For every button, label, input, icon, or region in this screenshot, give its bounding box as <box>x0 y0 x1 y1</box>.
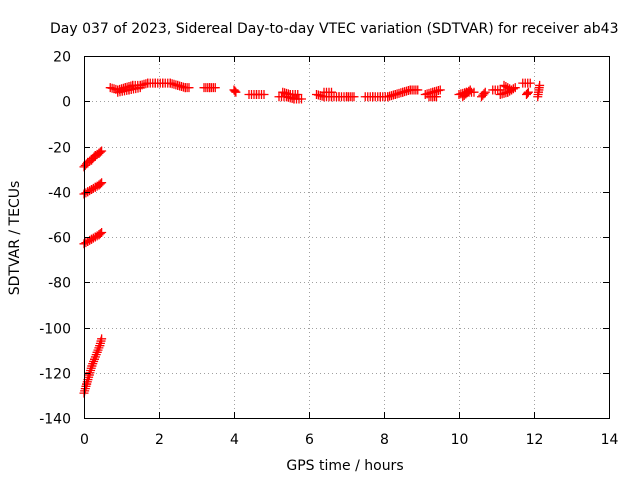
data-point <box>87 361 97 371</box>
x-tick-label: 10 <box>451 432 469 448</box>
data-point <box>87 184 96 194</box>
data-point <box>90 354 99 364</box>
data-point <box>327 87 336 97</box>
data-point <box>95 229 105 239</box>
x-tick-label: 0 <box>80 432 89 448</box>
data-point <box>522 89 531 99</box>
data-point <box>86 363 96 373</box>
data-point <box>535 80 545 90</box>
y-tick-label: -120 <box>39 367 71 383</box>
data-point <box>90 352 100 362</box>
data-point <box>97 146 107 156</box>
x-tick-label: 2 <box>155 432 164 448</box>
data-point <box>84 370 94 380</box>
data-point <box>97 227 107 237</box>
y-tick-label: -80 <box>48 276 71 292</box>
chart-title: Day 037 of 2023, Sidereal Day-to-day VTE… <box>50 21 619 37</box>
data-point <box>297 94 306 104</box>
data-point <box>88 359 98 369</box>
data-point <box>89 356 99 366</box>
data-point <box>435 85 445 95</box>
data-point <box>349 92 359 102</box>
x-axis-label: GPS time / hours <box>286 458 403 474</box>
data-point <box>522 88 532 98</box>
data-point <box>90 182 100 192</box>
x-tick-label: 4 <box>230 432 239 448</box>
data-point <box>95 179 105 189</box>
data-point <box>87 234 96 244</box>
data-point <box>93 345 103 355</box>
data-point <box>82 379 92 389</box>
data-point <box>92 347 102 357</box>
data-point <box>259 89 269 99</box>
data-point <box>499 80 509 90</box>
data-point <box>81 238 91 248</box>
data-point <box>480 87 490 97</box>
data-point <box>90 151 100 161</box>
data-point <box>230 86 240 96</box>
data-points <box>79 78 545 398</box>
axis-ticks <box>84 56 610 419</box>
data-point <box>210 83 220 93</box>
data-point <box>523 87 533 97</box>
data-point <box>95 147 105 157</box>
x-tick-label: 6 <box>305 432 314 448</box>
data-point <box>81 381 91 391</box>
data-point <box>501 82 511 92</box>
data-point <box>231 87 241 97</box>
data-point <box>88 183 98 193</box>
data-point <box>84 372 94 382</box>
data-point <box>465 85 475 95</box>
y-tick-label: -20 <box>48 141 71 157</box>
data-point <box>94 343 104 353</box>
data-point <box>135 83 145 93</box>
x-tick-labels: 0 2 4 6 8 10 12 14 <box>80 432 618 448</box>
y-tick-label: 0 <box>62 95 71 111</box>
grid-lines <box>84 56 609 418</box>
data-point <box>293 89 303 99</box>
data-point <box>464 86 474 96</box>
y-tick-label: 20 <box>53 50 71 66</box>
data-point <box>85 368 95 378</box>
y-tick-label: -60 <box>48 231 71 247</box>
x-tick-label: 12 <box>526 432 544 448</box>
data-point <box>184 83 194 93</box>
data-point <box>432 92 441 102</box>
data-point <box>525 78 535 88</box>
data-point <box>85 186 95 196</box>
y-tick-label: -40 <box>48 186 71 202</box>
data-point <box>86 365 96 375</box>
y-tick-labels: 20 0 -20 -40 -60 -80 -100 -120 -140 <box>39 50 71 428</box>
data-point <box>413 85 423 95</box>
data-point <box>229 85 239 95</box>
y-axis-label: SDTVAR / TECUs <box>7 181 23 296</box>
data-point <box>90 232 100 242</box>
x-tick-label: 8 <box>380 432 389 448</box>
plot-frame <box>84 56 610 419</box>
data-point <box>479 89 489 99</box>
data-point <box>88 233 98 243</box>
y-tick-label: -100 <box>39 322 71 338</box>
data-point <box>505 84 515 94</box>
data-point <box>91 350 101 360</box>
x-tick-label: 14 <box>601 432 619 448</box>
data-point <box>503 83 513 93</box>
data-point <box>507 85 516 95</box>
data-point <box>80 384 90 394</box>
data-point <box>97 334 107 344</box>
y-tick-label: -140 <box>39 412 71 428</box>
data-point <box>97 178 107 188</box>
